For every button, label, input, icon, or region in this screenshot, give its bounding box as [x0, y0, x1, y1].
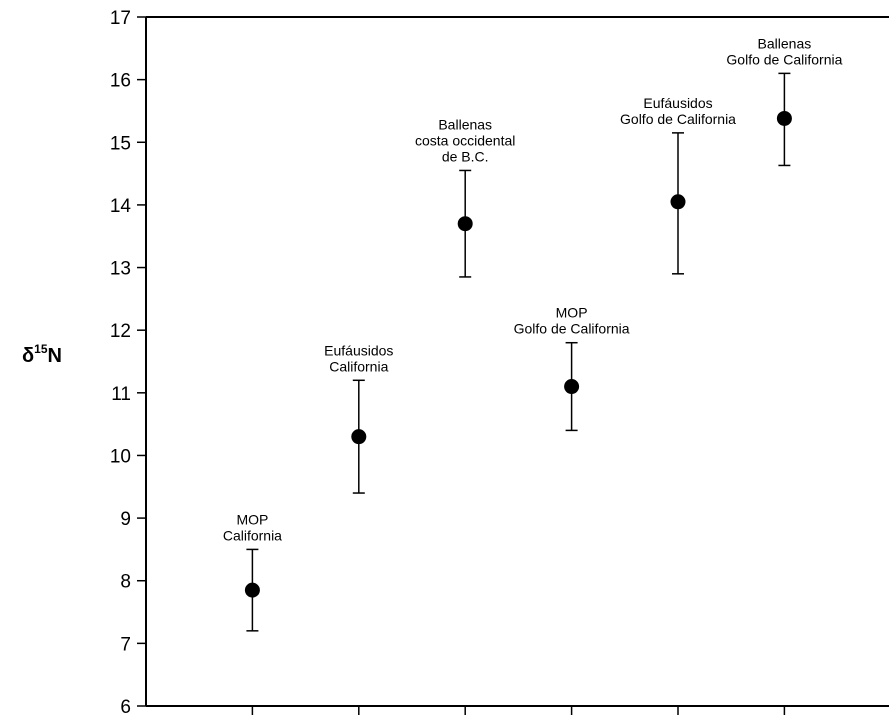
- y-tick-label: 14: [110, 196, 132, 217]
- y-tick-label: 15: [110, 133, 131, 154]
- y-tick-label: 10: [110, 446, 131, 467]
- y-tick-label: 11: [111, 384, 131, 405]
- data-point: [776, 110, 792, 126]
- point-label-line: Golfo de California: [620, 111, 736, 127]
- point-label-line: Ballenas: [438, 116, 492, 132]
- point-label-line: MOP: [236, 511, 268, 527]
- point-label-line: Ballenas: [758, 35, 812, 51]
- point-label-line: costa occidental: [415, 132, 515, 148]
- point-label-line: de B.C.: [442, 148, 489, 164]
- point-label-line: Eufáusidos: [643, 95, 712, 111]
- point-label-line: Eufáusidos: [324, 342, 393, 358]
- data-points: [244, 110, 792, 598]
- y-tick-label: 6: [120, 697, 131, 717]
- point-label: Ballenas Golfo de California: [726, 35, 842, 67]
- y-axis-label-tail: N: [48, 345, 62, 367]
- point-label-line: California: [223, 527, 282, 543]
- y-tick-label: 17: [110, 8, 131, 29]
- y-tick-label: 9: [120, 509, 131, 530]
- y-tick-label: 7: [120, 634, 131, 655]
- data-point: [564, 379, 580, 395]
- axes: [145, 16, 889, 707]
- point-label-line: California: [329, 358, 388, 374]
- data-point: [670, 194, 686, 210]
- y-tick-label: 13: [110, 259, 131, 280]
- point-label: Eufáusidos Golfo de California: [620, 95, 736, 127]
- point-label: MOP California: [223, 511, 282, 543]
- y-axis-label-main: δ: [22, 345, 34, 367]
- y-tick-label: 12: [110, 321, 131, 342]
- y-tick-label: 16: [110, 71, 131, 92]
- y-axis-label: δ15N: [22, 342, 62, 367]
- data-point: [351, 429, 367, 445]
- y-tick-label: 8: [120, 572, 131, 593]
- point-label: MOP Golfo de California: [514, 305, 630, 337]
- point-label: Ballenas costa occidental de B.C.: [415, 116, 515, 164]
- data-point: [457, 216, 473, 232]
- point-label-line: Golfo de California: [726, 51, 842, 67]
- data-point: [244, 582, 260, 598]
- x-ticks: [251, 706, 786, 715]
- y-ticks: 6 7 8 9 10 11 12 13 14 15 16 17: [110, 8, 146, 717]
- point-label: Eufáusidos California: [324, 342, 393, 374]
- point-label-line: Golfo de California: [514, 321, 630, 337]
- point-label-line: MOP: [556, 305, 588, 321]
- y-axis-label-superscript: 15: [34, 342, 48, 356]
